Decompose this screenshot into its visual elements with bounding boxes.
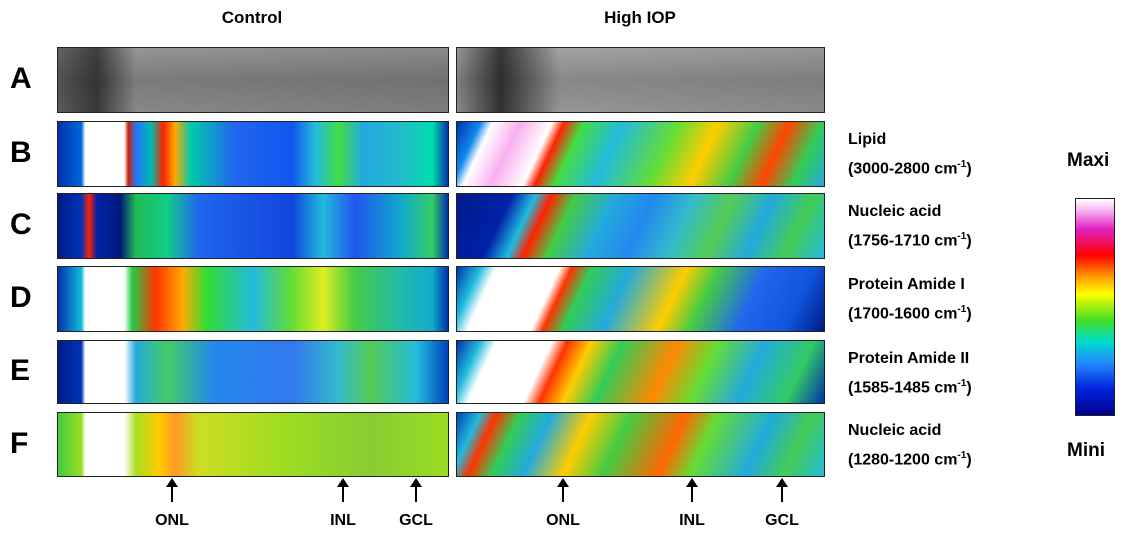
column-title: High IOP (604, 8, 676, 27)
arrow (686, 478, 698, 502)
label-range: (1585-1485 cm-1) (848, 371, 972, 400)
label-name: Nucleic acid (848, 422, 942, 439)
layer-label: ONL (546, 512, 580, 529)
label-range: (3000-2800 cm-1) (848, 152, 972, 181)
range-exponent: -1 (957, 159, 967, 170)
row-letter: F (10, 426, 29, 460)
high-iop-panel (456, 47, 825, 113)
high-iop-panel (456, 121, 825, 187)
row-label: Nucleic acid (1280-1200 cm-1) (848, 418, 972, 472)
legend-min: Mini (1067, 440, 1105, 461)
label-range: (1700-1600 cm-1) (848, 297, 972, 326)
arrow (166, 478, 178, 502)
range-close: ) (966, 232, 972, 250)
arrow (776, 478, 788, 502)
row-letter: E (10, 354, 31, 387)
label-name: Nucleic acid (848, 203, 942, 220)
range-close: ) (966, 305, 972, 323)
range-close: ) (966, 379, 972, 397)
range-text: (1700-1600 cm (848, 305, 958, 323)
range-exponent: -1 (957, 378, 967, 389)
range-exponent: -1 (957, 304, 967, 315)
label-range: (1756-1710 cm-1) (848, 224, 972, 253)
row-letter: A (10, 62, 32, 95)
label-name: Protein Amide II (848, 350, 970, 367)
control-panel (57, 121, 449, 187)
label-range: (1280-1200 cm-1) (848, 443, 972, 472)
range-text: (1756-1710 cm (848, 232, 958, 250)
range-exponent: -1 (957, 450, 967, 461)
arrow (557, 478, 569, 502)
arrow (337, 478, 349, 502)
legend-max: Maxi (1067, 150, 1110, 171)
control-panel (57, 412, 449, 477)
row-letter: D (10, 281, 32, 314)
row-label: Protein Amide I (1700-1600 cm-1) (848, 272, 972, 326)
layer-label: GCL (765, 512, 799, 529)
layer-label: INL (330, 512, 356, 529)
range-exponent: -1 (957, 231, 967, 242)
control-panel (57, 266, 449, 332)
range-close: ) (966, 160, 972, 178)
layer-label: GCL (399, 512, 433, 529)
range-close: ) (966, 451, 972, 469)
row-letter: B (10, 136, 32, 169)
range-text: (1280-1200 cm (848, 451, 958, 469)
label-name: Lipid (848, 131, 887, 148)
range-text: (3000-2800 cm (848, 160, 958, 178)
row-letter: C (10, 208, 32, 241)
range-text: (1585-1485 cm (848, 379, 958, 397)
column-title: Control (221, 8, 283, 27)
row-label: Lipid (3000-2800 cm-1) (848, 127, 972, 181)
high-iop-panel (456, 193, 825, 259)
layer-label: ONL (155, 512, 189, 529)
high-iop-panel (456, 266, 825, 332)
label-name: Protein Amide I (848, 276, 965, 293)
control-panel (57, 193, 449, 259)
control-panel (57, 340, 449, 404)
high-iop-panel (456, 340, 825, 404)
layer-label: INL (679, 512, 705, 529)
high-iop-panel (456, 412, 825, 477)
arrow (410, 478, 422, 502)
control-panel (57, 47, 449, 113)
row-label: Nucleic acid (1756-1710 cm-1) (848, 199, 972, 253)
row-label: Protein Amide II (1585-1485 cm-1) (848, 346, 972, 400)
color-bar (1075, 198, 1115, 416)
